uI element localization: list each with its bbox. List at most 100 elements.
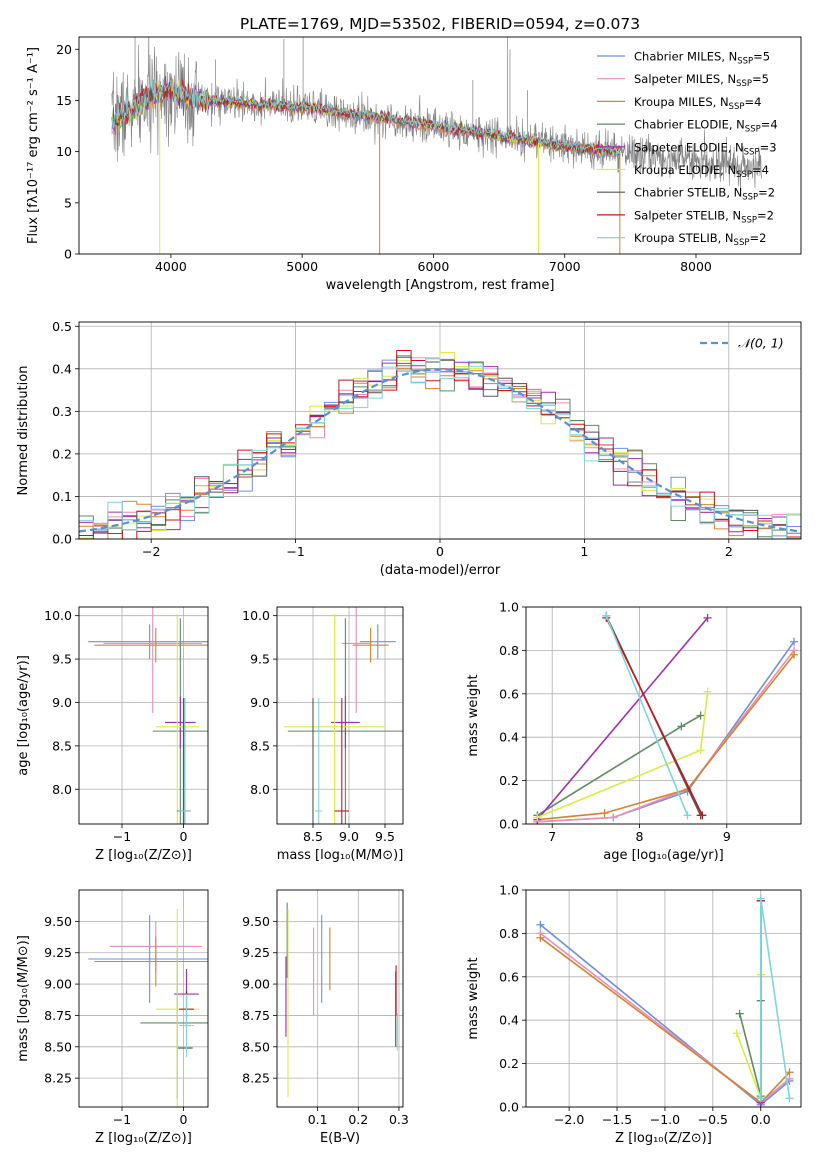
error-bar-point: [331, 696, 360, 749]
legend-entry: Chabrier MILES, NSSP=5: [634, 50, 770, 67]
y-tick-label: 8.75: [44, 1008, 72, 1023]
y-tick-label: 9.00: [44, 977, 72, 992]
axes-frame: [276, 606, 404, 825]
y-tick-label: 9.5: [52, 652, 72, 667]
x-tick-label: −1: [113, 829, 131, 844]
axes-frame: [78, 321, 802, 540]
y-tick-label: 0.5: [52, 319, 72, 334]
y-tick-label: 0.2: [499, 1056, 519, 1071]
mass-weight-marker: [609, 813, 618, 822]
mass-vs-z-panel: −1 0 8.25 8.50 8.75 9.00 9.25 9.50 Z [log₁₀(Z/Z⊙…: [16, 889, 209, 1146]
y-tick-label: 0.1: [52, 489, 72, 504]
weight-vs-age-panel: 7 8 9 0.0 0.2 0.4 0.6 0.8 1.0 age [log₁₀(age/yr)]…: [466, 600, 802, 863]
error-bar-point: [165, 696, 196, 749]
x-tick-label: 2: [725, 544, 733, 559]
x-tick-label: −0.5: [698, 1112, 728, 1127]
x-tick-label: 0.2: [348, 1112, 368, 1127]
x-tick-label: 9.0: [339, 829, 359, 844]
y-tick-label: 5: [64, 195, 72, 210]
x-tick-label: 4000: [155, 259, 187, 274]
age-vs-z-plot-area: [88, 607, 208, 824]
x-tick-label: −1: [113, 1112, 131, 1127]
y-tick-label: 0.8: [499, 643, 519, 658]
y-axis-label: Flux [fλ10⁻¹⁷ erg cm⁻² s⁻¹ A⁻¹]: [26, 47, 41, 244]
y-tick-label: 0.8: [499, 926, 519, 941]
mass-vs-z-plot-area: [88, 908, 208, 1107]
x-tick-label: −1.5: [602, 1112, 632, 1127]
error-bar-point: [88, 624, 208, 660]
mass-weight-marker: [756, 1094, 765, 1103]
mass-weight-line: [536, 714, 701, 816]
error-bar-point: [315, 698, 323, 824]
mass-weight-marker: [756, 894, 765, 903]
y-tick-label: 0.4: [52, 361, 72, 376]
error-bar-point: [155, 613, 199, 824]
y-tick-label: 10: [56, 144, 72, 159]
y-tick-label: 0.2: [499, 773, 519, 788]
x-tick-label: 7000: [549, 259, 581, 274]
y-axis-label: mass weight: [466, 957, 481, 1039]
x-tick-label: 8: [636, 829, 644, 844]
axes-frame: [525, 606, 802, 825]
y-tick-label: 1.0: [499, 600, 519, 615]
weight-vs-z-plot-area: [536, 894, 794, 1107]
mass-weight-line: [759, 898, 791, 1099]
y-tick-label: 0.0: [499, 1100, 519, 1115]
y-tick-label: 8.0: [250, 782, 270, 797]
legend-entry: Chabrier STELIB, NSSP=2: [634, 186, 775, 203]
x-tick-label: 9.5: [375, 829, 395, 844]
y-tick-label: 8.25: [44, 1071, 72, 1086]
y-axis-label: age [log₁₀(age/yr)]: [16, 655, 31, 776]
x-tick-label: 0.1: [308, 1112, 328, 1127]
y-tick-label: 0.2: [52, 446, 72, 461]
mass-weight-marker: [735, 1009, 744, 1018]
y-tick-label: 8.0: [52, 782, 72, 797]
y-tick-label: 0.6: [499, 969, 519, 984]
legend-entry: Chabrier ELODIE, NSSP=4: [634, 118, 778, 135]
error-bar-point: [334, 698, 349, 824]
legend-entry: Salpeter MILES, NSSP=5: [634, 72, 769, 89]
x-tick-label: −2.0: [554, 1112, 584, 1127]
x-axis-label: Z [log₁₀(Z/Z⊙)]: [95, 848, 192, 863]
y-tick-label: 8.25: [242, 1071, 270, 1086]
y-tick-label: 0: [64, 247, 72, 262]
error-bar-point: [284, 613, 385, 824]
mass-weight-marker: [536, 933, 545, 942]
axes-frame: [276, 889, 404, 1108]
weight-vs-z-panel: −2.0 −1.5 −1.0 −0.5 0.0 0.0 0.2 0.4 0.6 0.8 1.0 Z […: [466, 883, 802, 1146]
mass-weight-marker: [536, 920, 545, 929]
y-tick-label: 8.50: [44, 1039, 72, 1054]
mass-weight-marker: [533, 813, 542, 822]
mass-weight-marker: [790, 637, 799, 646]
x-axis-label: mass [log₁₀(M/M⊙)]: [277, 848, 404, 863]
mass-weight-marker: [600, 809, 609, 818]
y-tick-label: 8.50: [242, 1039, 270, 1054]
error-bar-point: [178, 698, 191, 824]
y-tick-label: 9.0: [250, 695, 270, 710]
legend-entry: Kroupa STELIB, NSSP=2: [634, 231, 766, 248]
axes-frame: [78, 606, 209, 825]
residuals-plot-area: [79, 350, 801, 539]
x-tick-label: 7: [548, 829, 556, 844]
y-tick-label: 0.0: [52, 532, 72, 547]
y-axis-label: mass [log₁₀(M/M⊙)]: [16, 935, 31, 1062]
error-bar-point: [103, 607, 202, 713]
error-bar-point: [94, 936, 208, 987]
x-axis-label: wavelength [Angstrom, rest frame]: [326, 278, 555, 293]
y-tick-label: 10.0: [44, 608, 72, 623]
y-tick-label: 1.0: [499, 883, 519, 898]
error-bar-point: [352, 627, 389, 663]
y-tick-label: 20: [56, 42, 72, 57]
y-tick-label: 0.4: [499, 730, 519, 745]
axes-frame: [78, 889, 209, 1108]
x-tick-label: −1.0: [650, 1112, 680, 1127]
x-tick-label: 0: [179, 829, 187, 844]
y-tick-label: 9.50: [44, 914, 72, 929]
y-tick-label: 15: [56, 93, 72, 108]
y-tick-label: 8.75: [242, 1008, 270, 1023]
x-tick-label: 6000: [418, 259, 450, 274]
error-bar-point: [94, 627, 208, 663]
x-axis-label: E(B-V): [320, 1131, 360, 1146]
age-vs-z-panel: −1 0 8.0 8.5 9.0 9.5 10.0 Z [log₁₀(Z/Z⊙)] age [l…: [16, 606, 209, 863]
x-tick-label: 0: [179, 1112, 187, 1127]
